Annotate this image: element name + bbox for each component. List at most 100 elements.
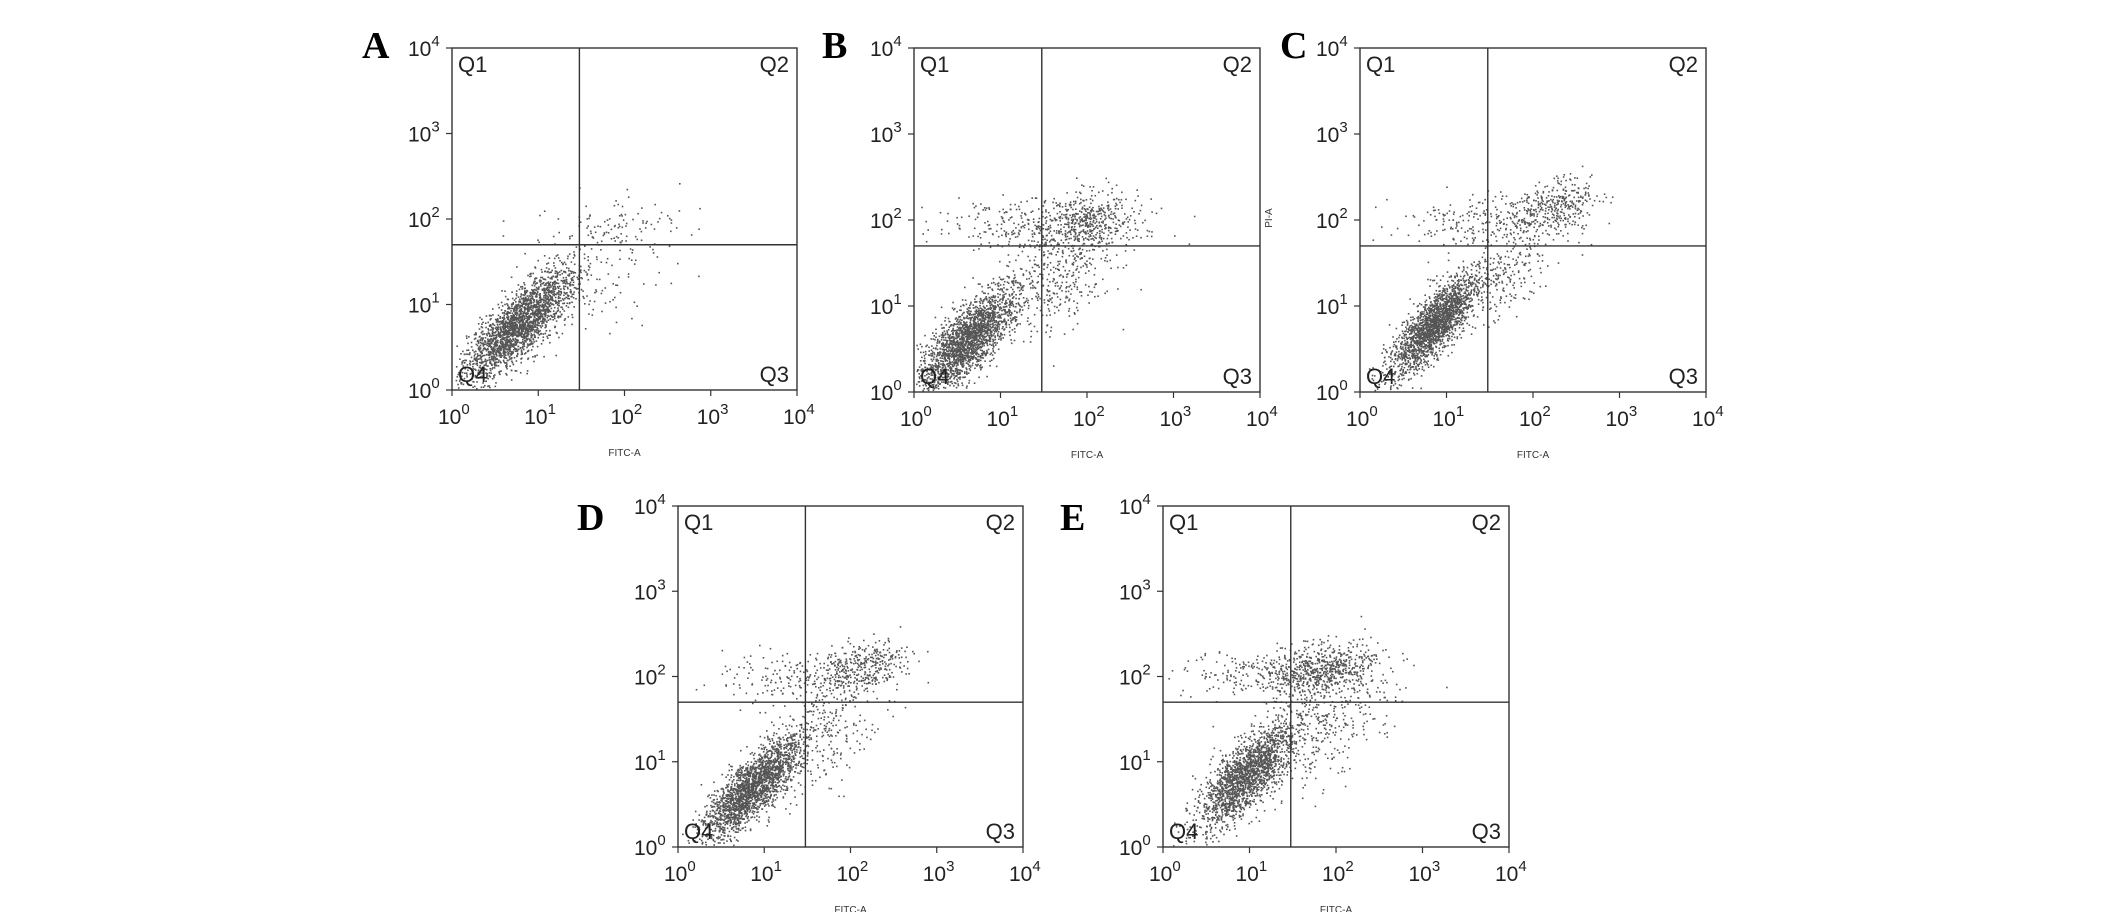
- data-point: [936, 360, 938, 362]
- data-point: [482, 339, 484, 341]
- data-point: [941, 324, 943, 326]
- data-point: [1081, 184, 1083, 186]
- data-point: [916, 384, 918, 386]
- data-point: [526, 320, 528, 322]
- data-point: [940, 352, 942, 354]
- data-point: [1050, 231, 1052, 233]
- data-point: [984, 333, 986, 335]
- data-point: [498, 360, 500, 362]
- data-point: [628, 276, 630, 278]
- data-point: [481, 331, 483, 333]
- data-point: [654, 204, 656, 206]
- data-point: [970, 346, 972, 348]
- data-point: [489, 345, 491, 347]
- data-point: [957, 326, 959, 328]
- data-point: [938, 355, 940, 357]
- data-point: [548, 262, 550, 264]
- data-point: [990, 324, 992, 326]
- data-point: [958, 328, 960, 330]
- data-point: [950, 324, 952, 326]
- data-point: [1093, 186, 1095, 188]
- data-point: [972, 329, 974, 331]
- data-point: [510, 343, 512, 345]
- data-point: [1090, 198, 1092, 200]
- data-point: [948, 349, 950, 351]
- data-point: [948, 356, 950, 358]
- data-point: [477, 340, 479, 342]
- data-point: [1012, 293, 1014, 295]
- data-point: [1099, 230, 1101, 232]
- data-point: [949, 343, 951, 345]
- data-point: [585, 271, 587, 273]
- data-point: [615, 284, 617, 286]
- data-point: [490, 370, 492, 372]
- data-point: [986, 350, 988, 352]
- data-point: [969, 313, 971, 315]
- data-point: [558, 232, 560, 234]
- data-point: [987, 301, 989, 303]
- data-point: [525, 297, 527, 299]
- data-point: [1021, 306, 1023, 308]
- data-point: [973, 330, 975, 332]
- data-point: [500, 356, 502, 358]
- data-point: [565, 318, 567, 320]
- data-point: [518, 305, 520, 307]
- data-point: [482, 350, 484, 352]
- data-point: [481, 332, 483, 334]
- data-point: [982, 303, 984, 305]
- data-point: [533, 324, 535, 326]
- data-point: [566, 305, 568, 307]
- data-point: [496, 355, 498, 357]
- data-point: [1092, 225, 1094, 227]
- data-point: [533, 293, 535, 295]
- data-point: [1050, 225, 1052, 227]
- data-point: [507, 351, 509, 353]
- data-point: [491, 368, 493, 370]
- data-point: [513, 325, 515, 327]
- data-point: [1012, 289, 1014, 291]
- data-point: [953, 359, 955, 361]
- data-point: [542, 304, 544, 306]
- data-point: [962, 336, 964, 338]
- data-point: [952, 307, 954, 309]
- data-point: [980, 322, 982, 324]
- data-point: [1034, 240, 1036, 242]
- data-point: [458, 387, 460, 389]
- data-point: [999, 261, 1001, 263]
- data-point: [505, 352, 507, 354]
- data-point: [590, 231, 592, 233]
- data-point: [478, 323, 480, 325]
- data-point: [982, 291, 984, 293]
- data-point: [509, 336, 511, 338]
- data-point: [567, 298, 569, 300]
- data-point: [983, 343, 985, 345]
- data-point: [955, 318, 957, 320]
- data-point: [953, 309, 955, 311]
- data-point: [538, 286, 540, 288]
- data-point: [1101, 231, 1103, 233]
- data-point: [941, 361, 943, 363]
- data-point: [964, 338, 966, 340]
- data-point: [468, 349, 470, 351]
- data-point: [485, 322, 487, 324]
- data-point: [670, 231, 672, 233]
- data-point: [532, 356, 534, 358]
- data-point: [1112, 242, 1114, 244]
- data-point: [487, 365, 489, 367]
- data-point: [497, 326, 499, 328]
- data-point: [936, 342, 938, 344]
- data-point: [961, 351, 963, 353]
- data-point: [509, 320, 511, 322]
- data-point: [557, 315, 559, 317]
- data-point: [494, 365, 496, 367]
- data-point: [956, 352, 958, 354]
- data-point: [957, 323, 959, 325]
- data-point: [1092, 230, 1094, 232]
- data-point: [940, 357, 942, 359]
- data-point: [581, 289, 583, 291]
- data-point: [1108, 182, 1110, 184]
- data-point: [994, 321, 996, 323]
- data-point: [566, 267, 568, 269]
- data-point: [577, 288, 579, 290]
- data-point: [1090, 226, 1092, 228]
